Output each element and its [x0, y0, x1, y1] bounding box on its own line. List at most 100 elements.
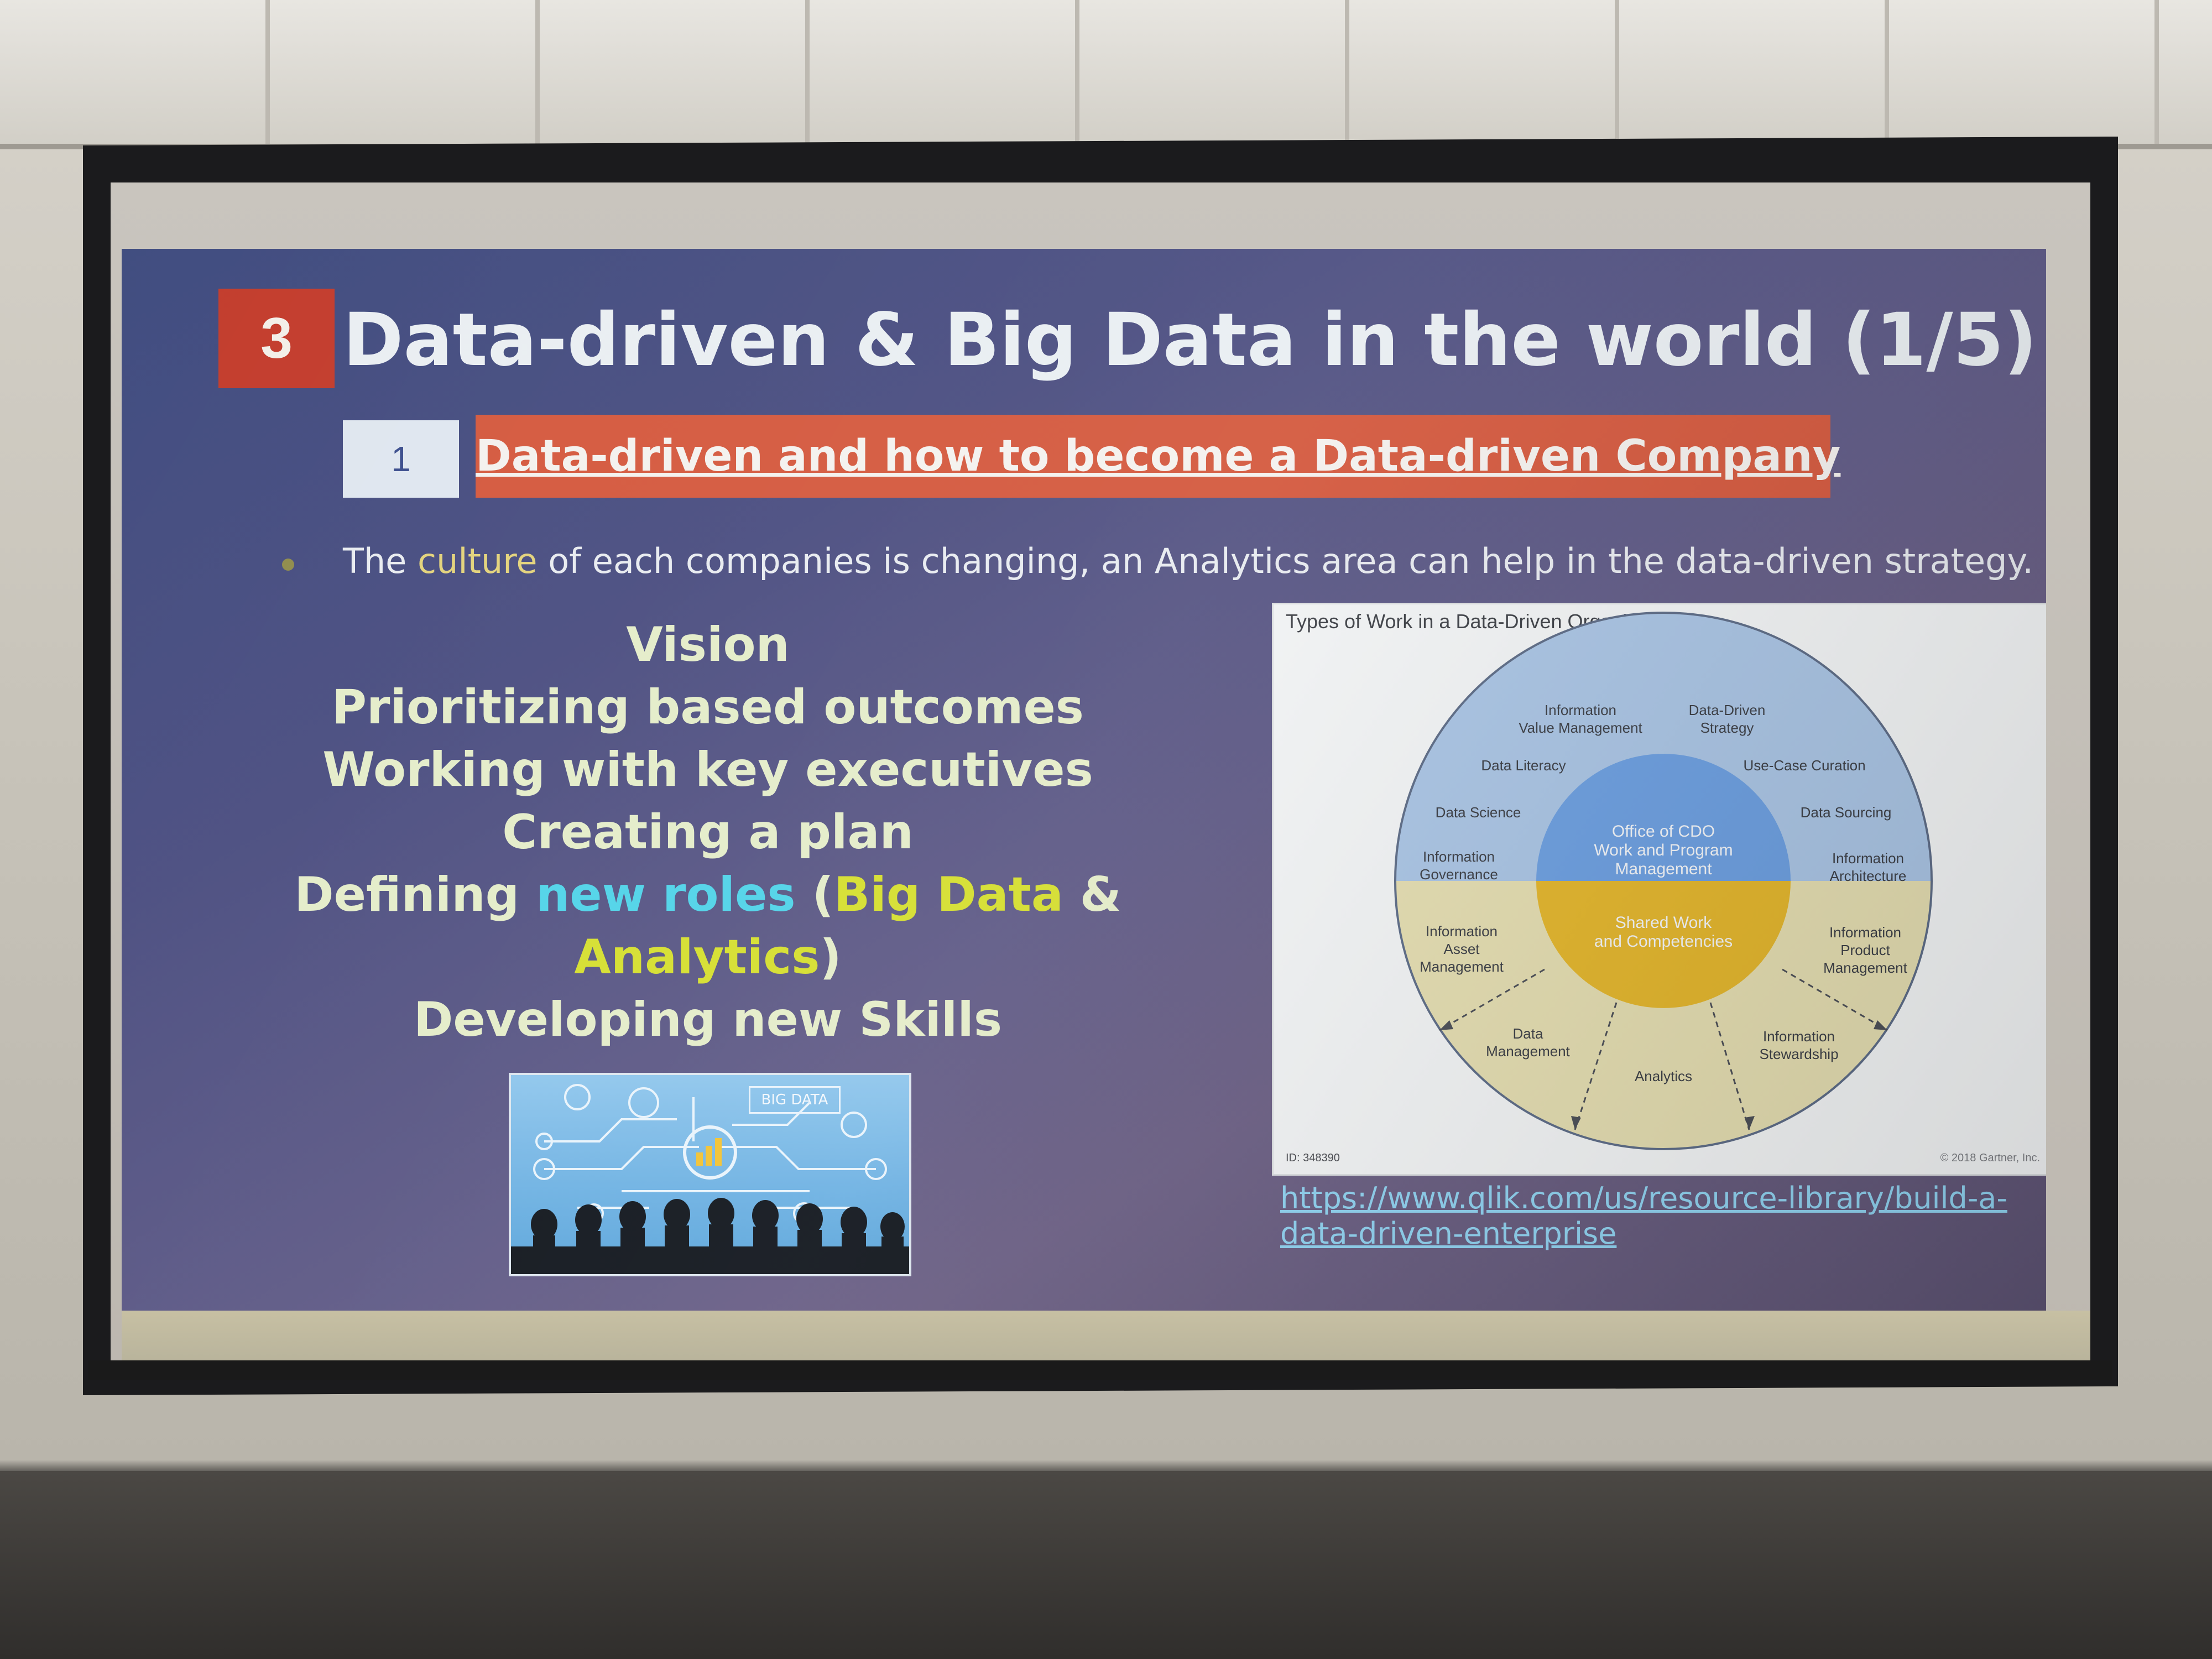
point-analytics-close: )	[820, 930, 842, 985]
bullet-text-highlight: culture	[418, 541, 538, 581]
inner-top-half	[1536, 754, 1791, 881]
center-bottom-line-1: Shared Work	[1615, 914, 1713, 932]
subsection-title: Data-driven and how to become a Data-dri…	[476, 415, 1840, 498]
svg-text:Analytics: Analytics	[1635, 1068, 1692, 1084]
bullet-text-before: The	[343, 541, 418, 581]
label-data-sourcing: Data Sourcing	[1801, 804, 1892, 821]
svg-text:Information: Information	[1829, 924, 1901, 941]
svg-text:Asset: Asset	[1443, 941, 1480, 957]
label-use-case-curation: Use-Case Curation	[1743, 757, 1865, 774]
diagram-graphic: Information Value Management Data-Driven…	[1394, 612, 1933, 1150]
bullet-dot-icon	[282, 559, 294, 571]
svg-text:Data Literacy: Data Literacy	[1481, 757, 1566, 774]
label-information-governance-2: Governance	[1420, 866, 1498, 883]
center-top-line-3: Management	[1615, 860, 1712, 878]
center-top-line-1: Office of CDO	[1612, 822, 1715, 841]
bullet-text: The culture of each companies is changin…	[343, 528, 2033, 594]
section-number-badge: 3	[218, 289, 335, 388]
label-data-management-1: Data	[1513, 1025, 1543, 1042]
svg-text:Stewardship: Stewardship	[1759, 1046, 1838, 1062]
label-data-driven-strategy-2: Strategy	[1700, 719, 1754, 736]
label-information-asset-management-1: Information	[1426, 923, 1498, 940]
reference-link-line-1[interactable]: https://www.qlik.com/us/resource-library…	[1280, 1181, 2007, 1215]
label-information-product-management-2: Product	[1840, 942, 1890, 958]
point-analytics: Analytics)	[265, 926, 1150, 989]
svg-text:Information: Information	[1832, 850, 1904, 867]
svg-text:Management: Management	[1615, 860, 1712, 878]
label-data-science: Data Science	[1436, 804, 1521, 821]
bullet-text-after: of each companies is changing, an Analyt…	[537, 541, 2034, 581]
label-information-value-management-1: Information	[1545, 702, 1616, 718]
svg-text:Information: Information	[1423, 848, 1495, 865]
subsection-number-badge: 1	[343, 420, 459, 498]
svg-text:Management: Management	[1486, 1043, 1571, 1060]
point-prioritizing: Prioritizing based outcomes	[332, 680, 1084, 735]
svg-text:Data Sourcing: Data Sourcing	[1801, 804, 1892, 821]
label-information-stewardship-2: Stewardship	[1759, 1046, 1838, 1062]
label-information-stewardship-1: Information	[1763, 1028, 1835, 1045]
svg-text:Strategy: Strategy	[1700, 719, 1754, 736]
wall-bottom	[0, 1471, 2212, 1659]
svg-text:Management: Management	[1420, 958, 1504, 975]
center-bottom-line-2: and Competencies	[1594, 932, 1733, 951]
slide-title: Data-driven & Big Data in the world (1/5…	[343, 298, 2037, 383]
svg-text:Data-Driven: Data-Driven	[1689, 702, 1766, 718]
svg-text:Information: Information	[1545, 702, 1616, 718]
diagram-copyright: © 2018 Gartner, Inc.	[1940, 1152, 2040, 1164]
svg-text:Data Science: Data Science	[1436, 804, 1521, 821]
point-vision: Vision	[626, 617, 790, 672]
point-defining: Defining new roles (Big Data &	[265, 864, 1150, 926]
point-plan: Creating a plan	[502, 805, 914, 860]
ceiling	[0, 0, 2212, 149]
label-information-product-management-3: Management	[1823, 959, 1908, 976]
svg-text:and Competencies: and Competencies	[1594, 932, 1733, 951]
outer-circle	[1394, 612, 1933, 1150]
svg-text:Value Management: Value Management	[1519, 719, 1642, 736]
label-information-product-management-1: Information	[1829, 924, 1901, 941]
label-information-value-management-2: Value Management	[1519, 719, 1642, 736]
big-data-meeting-image: BIG DATA	[509, 1073, 911, 1276]
point-new-roles: new roles	[536, 867, 796, 922]
reference-link-line-2[interactable]: data-driven-enterprise	[1280, 1216, 1617, 1251]
key-points: Vision Prioritizing based outcomes Worki…	[265, 614, 1150, 1047]
label-information-asset-management-3: Management	[1420, 958, 1504, 975]
svg-text:Data: Data	[1513, 1025, 1543, 1042]
inner-bottom-half	[1536, 881, 1791, 1008]
center-top-line-2: Work and Program	[1594, 841, 1733, 859]
point-defining-amp: &	[1063, 867, 1121, 922]
screen-bottom-bar	[88, 1360, 2112, 1380]
types-of-work-diagram: Types of Work in a Data-Driven Organizat…	[1272, 603, 2046, 1176]
outer-top-half	[1395, 613, 1932, 881]
point-defining-prefix: Defining	[294, 867, 536, 922]
point-analytics-word: Analytics	[574, 930, 820, 985]
label-data-literacy: Data Literacy	[1481, 757, 1566, 774]
point-skills: Developing new Skills	[413, 992, 1003, 1047]
svg-text:Information: Information	[1763, 1028, 1835, 1045]
svg-text:Governance: Governance	[1420, 866, 1498, 883]
slide-footer-strip	[122, 1311, 2090, 1360]
label-data-driven-strategy-1: Data-Driven	[1689, 702, 1766, 718]
label-information-asset-management-2: Asset	[1443, 941, 1480, 957]
outer-bottom-half	[1395, 881, 1932, 1149]
svg-text:Work and Program: Work and Program	[1594, 841, 1733, 859]
point-working: Working with key executives	[322, 742, 1093, 797]
svg-text:Product: Product	[1840, 942, 1890, 958]
label-information-architecture-2: Architecture	[1830, 868, 1907, 884]
svg-text:Use-Case Curation: Use-Case Curation	[1743, 757, 1865, 774]
svg-text:Office of CDO: Office of CDO	[1612, 822, 1715, 841]
diagram-id: ID: 348390	[1286, 1152, 1340, 1164]
svg-text:Management: Management	[1823, 959, 1908, 976]
circuit-network-icon	[511, 1084, 909, 1274]
point-big-data: Big Data	[833, 867, 1063, 922]
svg-text:Information: Information	[1426, 923, 1498, 940]
svg-text:Shared Work: Shared Work	[1615, 914, 1713, 932]
label-information-governance-1: Information	[1423, 848, 1495, 865]
point-defining-open: (	[795, 867, 834, 922]
big-data-label: BIG DATA	[749, 1086, 841, 1114]
dashed-arrows	[1439, 968, 1888, 1130]
slide: 3 Data-driven & Big Data in the world (1…	[122, 249, 2046, 1311]
reference-link[interactable]: https://www.qlik.com/us/resource-library…	[1280, 1181, 2021, 1258]
label-analytics: Analytics	[1635, 1068, 1692, 1084]
svg-text:Architecture: Architecture	[1830, 868, 1907, 884]
label-data-management-2: Management	[1486, 1043, 1571, 1060]
